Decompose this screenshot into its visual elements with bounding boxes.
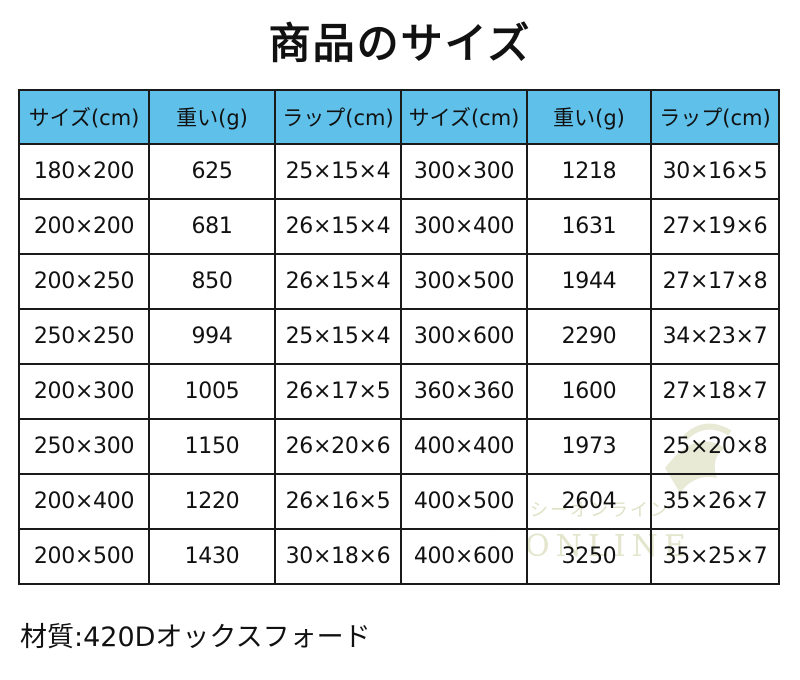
- cell-weight-2: 1631: [526, 198, 652, 255]
- cell-wrap: 30×18×6: [274, 528, 402, 585]
- table-row: 250×250 994 25×15×4 300×600 2290 34×23×7: [18, 308, 780, 365]
- cell-wrap: 25×15×4: [274, 308, 402, 365]
- cell-size-2: 360×360: [400, 363, 528, 420]
- cell-size-2: 300×600: [400, 308, 528, 365]
- cell-size: 200×300: [18, 363, 150, 420]
- cell-size: 250×300: [18, 418, 150, 475]
- table-row: 200×200 681 26×15×4 300×400 1631 27×19×6: [18, 198, 780, 255]
- cell-weight: 1005: [148, 363, 276, 420]
- cell-weight-2: 2604: [526, 473, 652, 530]
- header-wrap: ラップ(cm): [274, 89, 402, 145]
- cell-weight-2: 1944: [526, 253, 652, 310]
- cell-weight-2: 3250: [526, 528, 652, 585]
- cell-size: 200×250: [18, 253, 150, 310]
- cell-wrap-2: 27×17×8: [650, 253, 780, 310]
- table-row: 200×400 1220 26×16×5 400×500 2604 35×26×…: [18, 473, 780, 530]
- cell-weight: 850: [148, 253, 276, 310]
- cell-weight-2: 1218: [526, 143, 652, 200]
- table-row: 200×500 1430 30×18×6 400×600 3250 35×25×…: [18, 528, 780, 585]
- header-weight: 重い(g): [148, 89, 276, 145]
- table-row: 200×300 1005 26×17×5 360×360 1600 27×18×…: [18, 363, 780, 420]
- cell-wrap: 26×15×4: [274, 253, 402, 310]
- cell-weight-2: 1600: [526, 363, 652, 420]
- cell-wrap-2: 35×25×7: [650, 528, 780, 585]
- table-header-row: サイズ(cm) 重い(g) ラップ(cm) サイズ(cm) 重い(g) ラップ(…: [18, 89, 780, 145]
- cell-wrap-2: 27×19×6: [650, 198, 780, 255]
- header-size: サイズ(cm): [18, 89, 150, 145]
- header-size-2: サイズ(cm): [400, 89, 528, 145]
- cell-size: 180×200: [18, 143, 150, 200]
- table-row: 200×250 850 26×15×4 300×500 1944 27×17×8: [18, 253, 780, 310]
- cell-size: 200×200: [18, 198, 150, 255]
- cell-size: 200×400: [18, 473, 150, 530]
- cell-wrap-2: 25×20×8: [650, 418, 780, 475]
- cell-size-2: 300×500: [400, 253, 528, 310]
- cell-size-2: 400×600: [400, 528, 528, 585]
- cell-wrap: 26×20×6: [274, 418, 402, 475]
- cell-weight: 1220: [148, 473, 276, 530]
- cell-weight: 994: [148, 308, 276, 365]
- cell-wrap: 26×15×4: [274, 198, 402, 255]
- cell-wrap: 26×16×5: [274, 473, 402, 530]
- cell-wrap: 25×15×4: [274, 143, 402, 200]
- cell-size: 250×250: [18, 308, 150, 365]
- header-wrap-2: ラップ(cm): [650, 89, 780, 145]
- cell-size-2: 300×400: [400, 198, 528, 255]
- cell-wrap-2: 34×23×7: [650, 308, 780, 365]
- table-row: 180×200 625 25×15×4 300×300 1218 30×16×5: [18, 143, 780, 200]
- header-weight-2: 重い(g): [526, 89, 652, 145]
- cell-size: 200×500: [18, 528, 150, 585]
- cell-wrap: 26×17×5: [274, 363, 402, 420]
- material-label: 材質:420Dオックスフォード: [20, 622, 371, 653]
- cell-wrap-2: 30×16×5: [650, 143, 780, 200]
- size-table: サイズ(cm) 重い(g) ラップ(cm) サイズ(cm) 重い(g) ラップ(…: [18, 89, 780, 585]
- cell-size-2: 300×300: [400, 143, 528, 200]
- cell-weight: 1150: [148, 418, 276, 475]
- cell-weight: 681: [148, 198, 276, 255]
- cell-wrap-2: 35×26×7: [650, 473, 780, 530]
- cell-weight-2: 2290: [526, 308, 652, 365]
- cell-weight: 1430: [148, 528, 276, 585]
- table-row: 250×300 1150 26×20×6 400×400 1973 25×20×…: [18, 418, 780, 475]
- cell-wrap-2: 27×18×7: [650, 363, 780, 420]
- cell-weight: 625: [148, 143, 276, 200]
- page-title: 商品のサイズ: [268, 19, 532, 68]
- cell-weight-2: 1973: [526, 418, 652, 475]
- cell-size-2: 400×400: [400, 418, 528, 475]
- cell-size-2: 400×500: [400, 473, 528, 530]
